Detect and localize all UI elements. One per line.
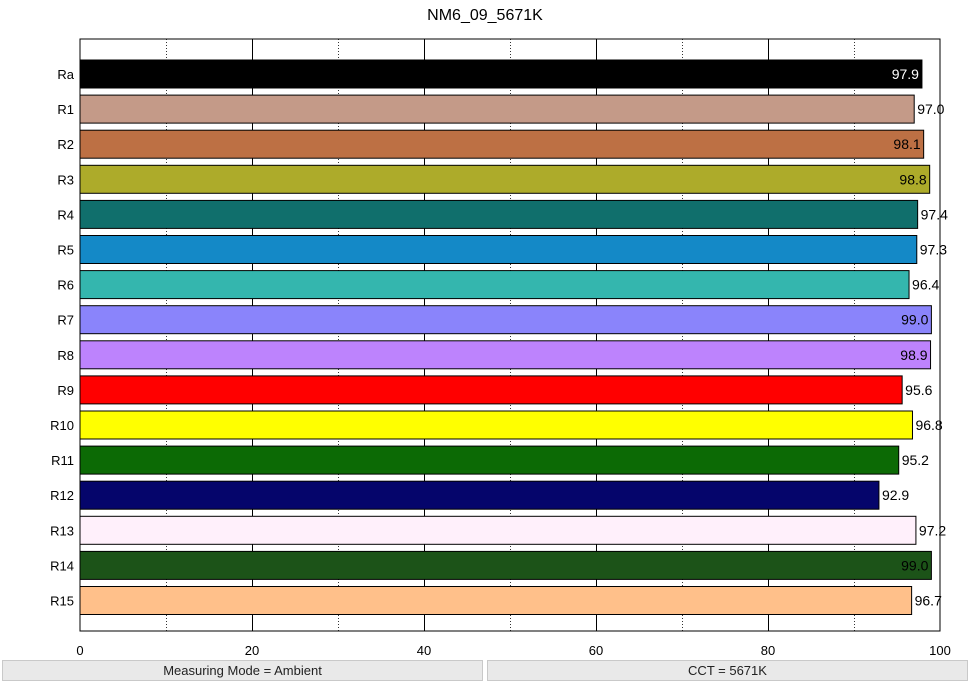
bar-r7 [79, 305, 932, 335]
category-label: R7 [57, 313, 74, 328]
category-label: R13 [50, 523, 74, 538]
category-label: R9 [57, 383, 74, 398]
bar-r4 [79, 199, 919, 229]
x-tick-label: 100 [929, 643, 951, 658]
bar-r2 [79, 129, 925, 159]
category-label: Ra [57, 67, 74, 82]
category-label: R14 [50, 558, 74, 573]
category-label: R4 [57, 207, 74, 222]
value-label: 92.9 [882, 487, 909, 503]
x-tick-label: 20 [245, 643, 259, 658]
value-label: 97.0 [917, 101, 944, 117]
value-label: 97.3 [920, 242, 947, 258]
value-label: 99.0 [901, 557, 928, 573]
cct-status: CCT = 5671K [487, 660, 968, 681]
value-label: 99.0 [901, 312, 928, 328]
value-label: 96.7 [915, 593, 942, 609]
x-axis-ticks: 0 20 40 60 80 100 [76, 643, 950, 658]
category-labels: Ra R1 R2 R3 R4 R5 R6 R7 R8 R9 R10 R11 R12 R13 R14 R15 [50, 67, 75, 609]
value-label: 97.2 [919, 522, 946, 538]
x-tick-label: 40 [417, 643, 431, 658]
chart-title: NM6_09_5671K [427, 7, 543, 24]
value-label: 98.9 [900, 347, 927, 363]
bar-r6 [79, 270, 910, 300]
x-tick-label: 80 [761, 643, 775, 658]
value-label: 95.6 [905, 382, 932, 398]
bar-r8 [79, 340, 932, 370]
value-label: 98.8 [899, 171, 926, 187]
category-label: R15 [50, 594, 74, 609]
bar-r12 [79, 480, 880, 510]
value-label: 96.8 [915, 417, 942, 433]
bar-ra [79, 59, 923, 89]
category-label: R1 [57, 102, 74, 117]
category-label: R10 [50, 418, 74, 433]
bar-r3 [79, 164, 931, 194]
value-label: 98.1 [893, 136, 920, 152]
bar-r1 [79, 94, 915, 124]
category-label: R2 [57, 137, 74, 152]
category-label: R3 [57, 172, 74, 187]
value-label: 97.4 [921, 206, 948, 222]
bar-r9 [79, 375, 903, 405]
category-label: R8 [57, 348, 74, 363]
category-label: R11 [51, 453, 74, 468]
bar-r13 [79, 515, 917, 545]
category-label: R12 [50, 488, 74, 503]
bar-r15 [79, 586, 913, 615]
bars [79, 59, 932, 615]
measuring-mode-status: Measuring Mode = Ambient [2, 660, 483, 681]
bar-r14 [79, 550, 932, 580]
category-label: R5 [57, 243, 74, 258]
x-tick-label: 0 [76, 643, 83, 658]
value-label: 95.2 [902, 452, 929, 468]
value-label: 97.9 [892, 66, 919, 82]
category-label: R6 [57, 278, 74, 293]
x-tick-label: 60 [589, 643, 603, 658]
bar-r10 [79, 410, 913, 440]
value-label: 96.4 [912, 277, 939, 293]
bar-r11 [79, 445, 900, 475]
bar-r5 [79, 235, 918, 264]
plot-area [79, 38, 941, 632]
value-labels: 97.9 97.0 98.1 98.8 97.4 97.3 96.4 99.0 98.9 95.6… [882, 66, 948, 609]
